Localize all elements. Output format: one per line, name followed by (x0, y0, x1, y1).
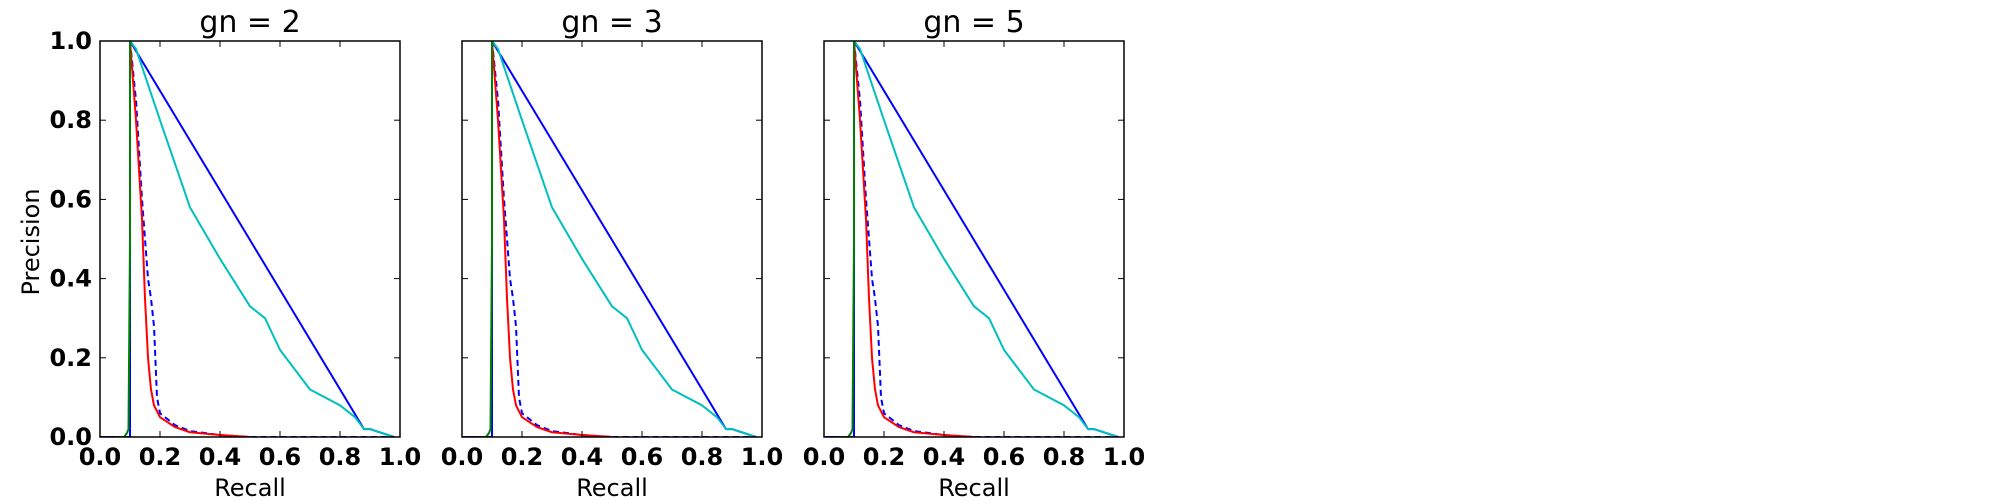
plot-area: 0.0 0.2 0.4 0.6 0.8 1.0 (803, 40, 1146, 471)
x-tick-label: 0.4 (199, 443, 242, 471)
x-tick-label: 1.0 (1103, 443, 1146, 471)
x-axis-label: Recall (576, 474, 648, 500)
subplot-title: gn = 5 (923, 5, 1024, 40)
x-tick-label: 1.0 (741, 443, 784, 471)
subplot-title: gn = 3 (561, 5, 662, 40)
y-tick-label: 1.0 (49, 27, 92, 55)
series-line-4 (477, 41, 493, 437)
subplot-1: gn = 3 Recall 0.0 0.2 0.4 0.6 0.8 1.0 (441, 5, 784, 500)
x-axis-label: Recall (938, 474, 1010, 500)
x-axis-label: Recall (214, 474, 286, 500)
plot-frame (99, 40, 401, 438)
x-tick-label: 0.6 (983, 443, 1026, 471)
plot-frame (823, 40, 1125, 438)
subplot-title: gn = 2 (199, 5, 300, 40)
x-tick-label: 0.0 (79, 443, 122, 471)
x-tick-label: 0.8 (681, 443, 724, 471)
series-group (462, 41, 757, 437)
x-tick-label: 1.0 (379, 443, 422, 471)
y-tick-label: 0.8 (49, 106, 92, 134)
y-tick-label: 0.2 (49, 344, 92, 372)
x-tick-label: 0.4 (923, 443, 966, 471)
x-tick-label: 0.2 (863, 443, 906, 471)
x-tick-label: 0.8 (319, 443, 362, 471)
series-line-1 (129, 41, 395, 437)
plot-area: 0.0 0.2 0.4 0.6 0.8 1.0 (441, 40, 784, 471)
x-tick-label: 0.6 (621, 443, 664, 471)
y-tick-label: 0.4 (49, 265, 92, 293)
series-line-4 (115, 41, 131, 437)
y-tick-label: 0.0 (49, 423, 92, 451)
x-tick-label: 0.8 (1043, 443, 1086, 471)
series-group (824, 41, 1119, 437)
x-tick-label: 0.6 (259, 443, 302, 471)
series-line-4 (839, 41, 855, 437)
x-tick-label: 0.2 (139, 443, 182, 471)
x-tick-label: 0.0 (441, 443, 484, 471)
y-tick-label: 0.6 (49, 185, 92, 213)
plot-frame (461, 40, 763, 438)
series-line-3 (129, 41, 251, 437)
x-tick-label: 0.0 (803, 443, 846, 471)
x-tick-label: 0.4 (561, 443, 604, 471)
plot-area: 0.0 0.2 0.4 0.6 0.8 1.0 0.0 0.2 0.4 0.6 0.8 1.0 (49, 27, 421, 471)
series-line-1 (853, 41, 1119, 437)
series-line-3 (853, 41, 975, 437)
subplot-0: gn = 2 Recall Precision 0.0 0.2 0.4 0.6 0.8 1… (17, 5, 421, 500)
series-group (100, 41, 395, 437)
subplot-2: gn = 5 Recall 0.0 0.2 0.4 0.6 0.8 1.0 (803, 5, 1146, 500)
y-axis-label: Precision (17, 188, 45, 295)
series-line-3 (491, 41, 613, 437)
series-line-1 (491, 41, 757, 437)
x-tick-label: 0.2 (501, 443, 544, 471)
